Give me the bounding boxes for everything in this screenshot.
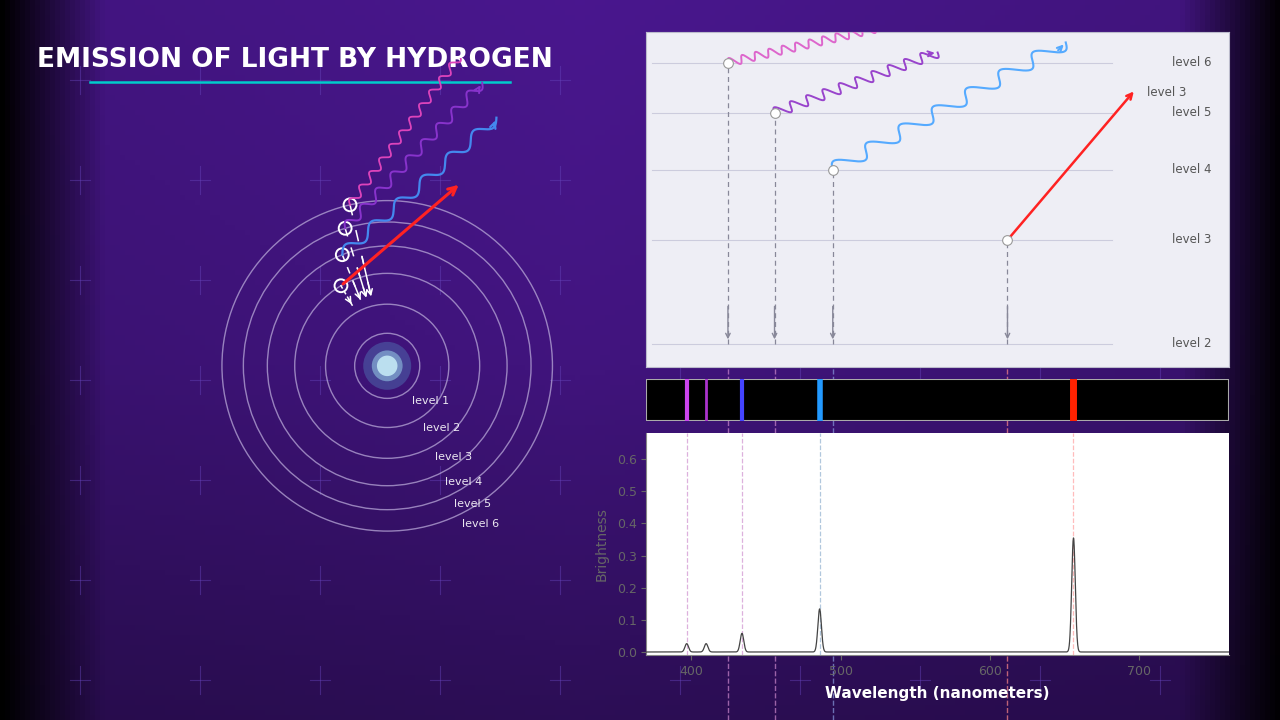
Text: level 3: level 3 <box>1172 233 1211 246</box>
Text: level 4: level 4 <box>445 477 483 487</box>
Circle shape <box>364 342 411 390</box>
Text: level 2: level 2 <box>424 423 461 433</box>
Circle shape <box>376 356 398 376</box>
Circle shape <box>371 351 403 382</box>
Text: level 6: level 6 <box>462 519 499 529</box>
Text: level 3: level 3 <box>1147 86 1187 99</box>
Text: level 2: level 2 <box>1171 337 1211 350</box>
Text: level 3: level 3 <box>435 451 472 462</box>
Text: level 5: level 5 <box>1172 107 1211 120</box>
Y-axis label: Brightness: Brightness <box>594 508 608 581</box>
Text: level 1: level 1 <box>412 396 449 406</box>
Text: level 6: level 6 <box>1171 56 1211 69</box>
FancyBboxPatch shape <box>646 379 1229 421</box>
Text: level 4: level 4 <box>1171 163 1211 176</box>
Text: level 5: level 5 <box>454 500 492 509</box>
X-axis label: Wavelength (nanometers): Wavelength (nanometers) <box>826 686 1050 701</box>
Text: EMISSION OF LIGHT BY HYDROGEN: EMISSION OF LIGHT BY HYDROGEN <box>37 47 553 73</box>
